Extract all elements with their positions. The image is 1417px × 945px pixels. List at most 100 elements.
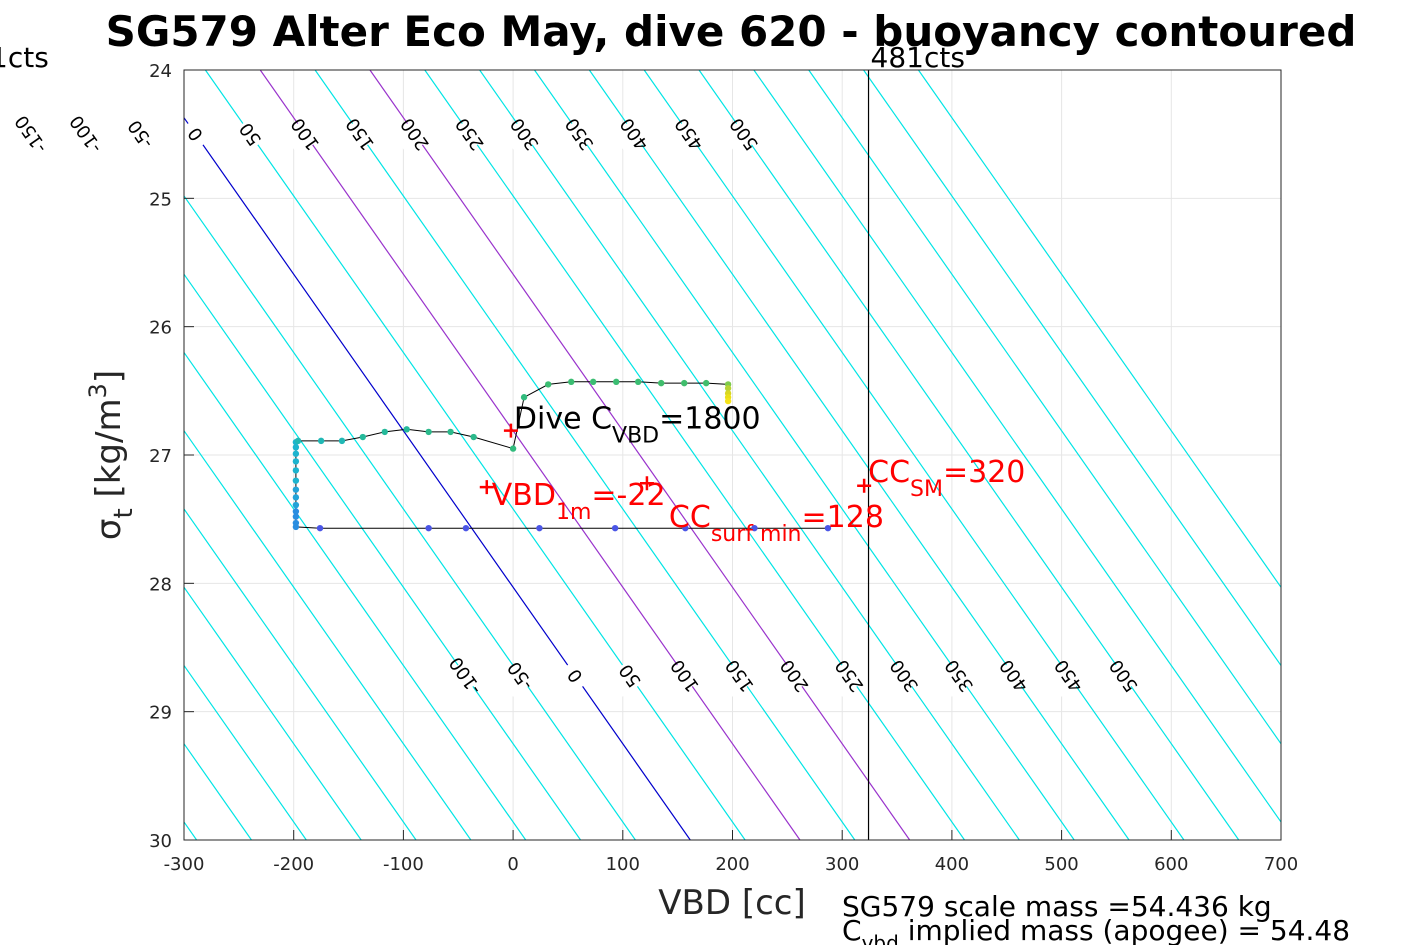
contour-label-bg <box>498 654 543 697</box>
x-tick-label: -100 <box>383 854 424 875</box>
marker-annotation: CCSM=320 <box>868 455 1025 502</box>
x-axis-label: VBD [cc] <box>658 883 806 923</box>
x-tick-label: 0 <box>507 854 518 875</box>
contour-line <box>588 70 1130 840</box>
dive-point <box>292 501 300 509</box>
dive-point <box>724 397 732 405</box>
marker-plus <box>503 423 518 438</box>
contour-label-bg <box>443 654 488 697</box>
dive-point <box>681 379 688 387</box>
contour-label-bg <box>392 113 438 156</box>
dive-point <box>657 379 665 387</box>
contour-line <box>698 70 1240 840</box>
dive-point <box>425 428 432 436</box>
vbd-limit-label: 481cts <box>871 41 965 74</box>
dive-point <box>462 524 470 532</box>
contour-label-bg <box>662 654 708 697</box>
dive-point <box>520 394 528 401</box>
contour-line <box>369 70 911 840</box>
dive-point <box>292 477 300 484</box>
contour-line <box>917 70 1281 589</box>
dive-point <box>294 437 302 445</box>
dive-point <box>613 378 620 386</box>
contour-line <box>863 70 1281 667</box>
marker-annotation: Dive CVBD=1800 <box>514 402 761 449</box>
dive-point <box>292 450 300 457</box>
dive-point <box>292 486 300 493</box>
contour-label-bg <box>8 113 54 156</box>
x-tick-label: 500 <box>1044 854 1078 875</box>
x-tick-label: 400 <box>935 854 969 875</box>
buoyancy-contours <box>184 70 1281 840</box>
dive-point <box>634 378 642 386</box>
x-tick-label: 300 <box>825 854 859 875</box>
contour-line <box>534 70 1075 840</box>
dive-point <box>338 437 346 445</box>
dive-point <box>292 508 300 515</box>
contour-label-bg <box>283 113 328 156</box>
contour-line <box>643 70 1185 840</box>
chart-title: SG579 Alter Eco May, dive 620 - buoyancy… <box>106 7 1357 56</box>
dive-point <box>545 381 552 388</box>
contour-label-bg <box>612 113 657 156</box>
dive-point <box>425 524 432 532</box>
dive-point <box>317 437 325 445</box>
contour-line <box>259 70 801 840</box>
marker-plus <box>857 478 872 493</box>
contour-line <box>184 586 362 840</box>
dive-point <box>381 428 388 436</box>
contour-line <box>204 70 746 840</box>
contour-label-bg <box>607 654 653 697</box>
contour-line <box>184 429 472 840</box>
contour-line <box>808 70 1281 745</box>
contour-label-bg <box>991 654 1037 697</box>
dive-point <box>751 524 758 532</box>
contour-label-bg <box>666 113 712 156</box>
contour-label-bg <box>882 654 927 697</box>
contour-line <box>184 507 417 840</box>
dive-point <box>292 467 300 474</box>
grid-lines <box>183 69 1282 841</box>
dive-point <box>403 426 410 433</box>
contour-line <box>184 116 691 840</box>
y-tick-label: 28 <box>149 574 172 595</box>
x-tick-label: 100 <box>606 854 640 875</box>
marker-annotation: CCsurf min=128 <box>669 500 884 547</box>
dive-point <box>611 524 619 532</box>
dive-point <box>359 433 367 441</box>
dive-point <box>536 524 543 532</box>
y-tick-label: 27 <box>149 446 172 467</box>
y-axis-label: σt [kg/m3] <box>84 370 139 540</box>
contour-line <box>184 273 582 840</box>
dive-point <box>724 385 732 392</box>
marker-plus <box>479 480 494 495</box>
x-tick-label: -300 <box>164 854 205 875</box>
contour-line <box>753 70 1281 824</box>
contour-label-bg <box>337 113 383 156</box>
dive-point <box>292 494 300 501</box>
x-tick-label: 200 <box>715 854 749 875</box>
contour-label-bg <box>552 654 598 697</box>
contour-label-bg <box>717 654 762 697</box>
contour-label-bg <box>502 113 547 156</box>
dive-point <box>470 433 477 441</box>
dive-point <box>292 513 300 520</box>
dive-point <box>702 379 710 387</box>
contour-label-bg <box>1101 654 1146 697</box>
scale-mass-text: SG579 scale mass =54.436 kg <box>842 890 1272 923</box>
y-axis-label-text: σt [kg/m3] <box>84 370 139 540</box>
y-tick-label: 29 <box>149 703 172 724</box>
contour-line <box>424 70 966 840</box>
contour-label-bg <box>447 113 492 156</box>
marker-annotation: VBD1m=-22 <box>492 478 666 525</box>
dive-point <box>292 458 300 465</box>
x-tick-label: 700 <box>1264 854 1298 875</box>
dive-point <box>292 519 300 527</box>
y-tick-label: 26 <box>149 318 172 339</box>
dive-point <box>316 524 324 532</box>
contour-label-bg <box>1046 654 1091 697</box>
y-tick-label: 30 <box>149 831 172 852</box>
